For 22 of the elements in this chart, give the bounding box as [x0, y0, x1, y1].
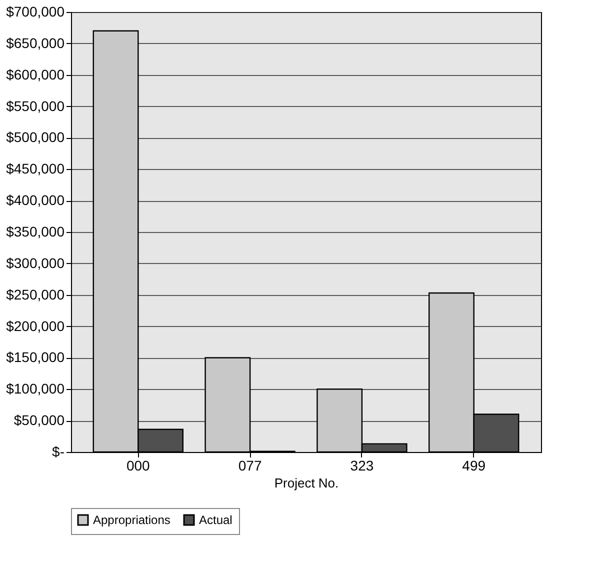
y-tick-label: $300,000: [6, 254, 65, 271]
y-tick-label: $450,000: [6, 160, 65, 177]
y-tick-label: $100,000: [6, 380, 65, 397]
x-tick-label: 000: [126, 458, 150, 474]
y-tick-label: $-: [52, 444, 65, 460]
y-tick-label: $350,000: [6, 224, 65, 240]
y-tick-label: $400,000: [6, 192, 65, 208]
x-tick-label: 077: [238, 458, 262, 474]
y-tick-label: $550,000: [6, 98, 65, 114]
y-tick-label: $600,000: [6, 66, 65, 82]
y-tick-label: $150,000: [6, 349, 65, 366]
y-tick-label: $500,000: [6, 129, 65, 146]
legend-label: Appropriations: [93, 513, 170, 527]
y-tick-label: $200,000: [6, 318, 65, 334]
x-axis-title: Project No.: [274, 476, 339, 490]
legend-label: Actual: [199, 513, 232, 527]
x-tick-label: 499: [462, 458, 486, 474]
y-tick-label: $650,000: [6, 34, 65, 51]
x-tick-label: 323: [350, 458, 374, 474]
y-tick-label: $250,000: [6, 286, 65, 302]
y-tick-label: $700,000: [6, 4, 65, 20]
y-tick-label: $50,000: [14, 412, 65, 428]
